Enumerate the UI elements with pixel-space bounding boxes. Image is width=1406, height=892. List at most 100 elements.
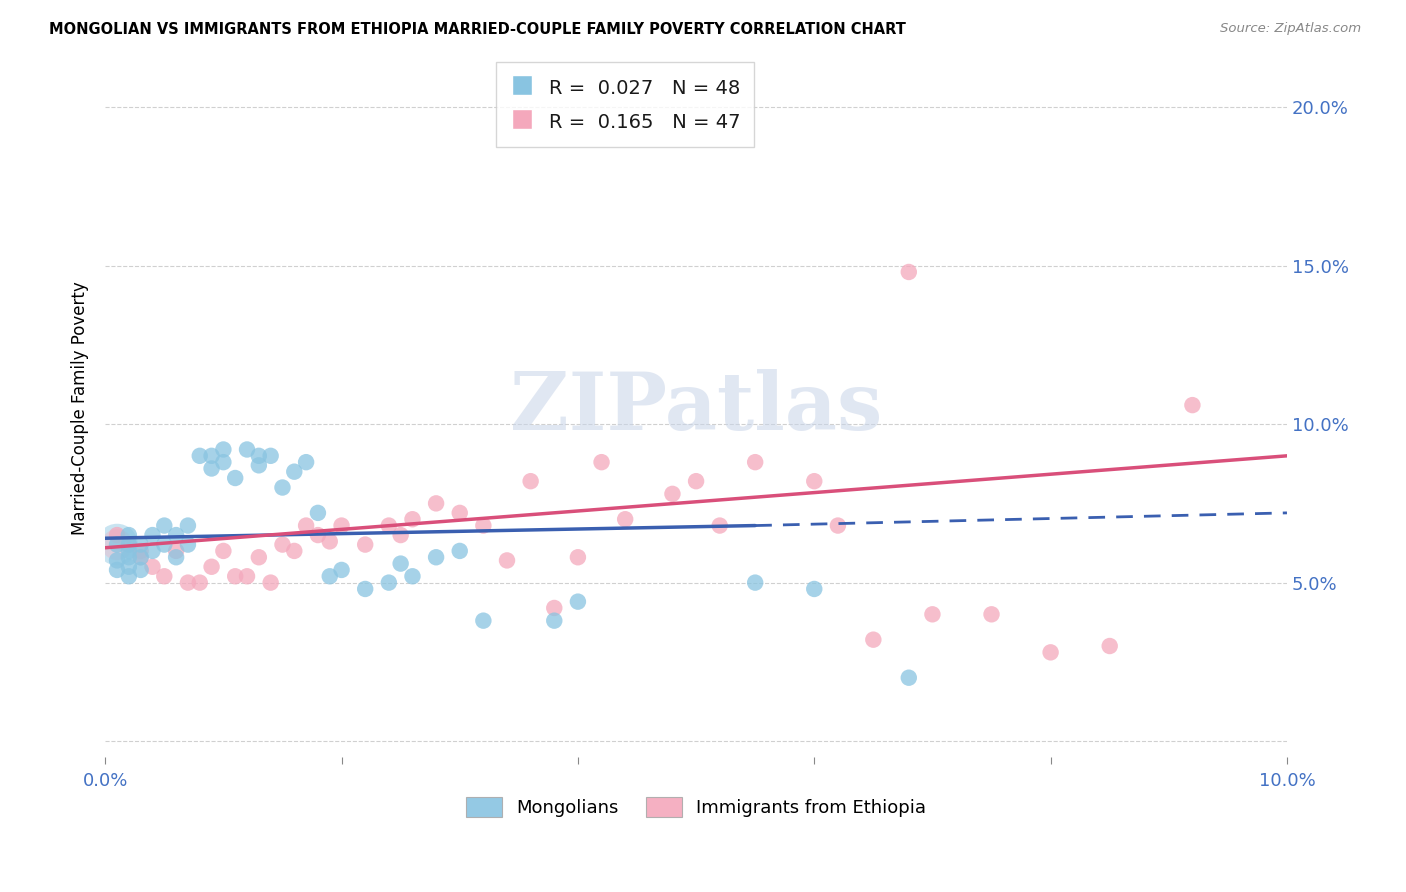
Point xyxy=(827,518,849,533)
Point xyxy=(105,538,128,552)
Point xyxy=(354,582,377,596)
Point xyxy=(129,550,152,565)
Point xyxy=(543,601,565,615)
Text: ZIPatlas: ZIPatlas xyxy=(510,369,882,447)
Point xyxy=(141,528,163,542)
Point xyxy=(105,528,128,542)
Point xyxy=(354,538,377,552)
Point xyxy=(129,538,152,552)
Text: Source: ZipAtlas.com: Source: ZipAtlas.com xyxy=(1220,22,1361,36)
Point xyxy=(307,528,329,542)
Point xyxy=(129,563,152,577)
Point xyxy=(295,455,318,469)
Point xyxy=(614,512,637,526)
Point xyxy=(200,449,222,463)
Point xyxy=(129,544,152,558)
Point xyxy=(129,550,152,565)
Point xyxy=(330,563,353,577)
Point xyxy=(661,487,683,501)
Point xyxy=(567,594,589,608)
Point xyxy=(105,538,128,552)
Point xyxy=(247,458,270,473)
Point xyxy=(319,534,342,549)
Point xyxy=(1098,639,1121,653)
Point xyxy=(200,461,222,475)
Point xyxy=(591,455,613,469)
Point xyxy=(744,575,766,590)
Point xyxy=(177,575,200,590)
Point xyxy=(260,575,283,590)
Point xyxy=(425,550,447,565)
Point xyxy=(307,506,329,520)
Point xyxy=(496,553,519,567)
Point xyxy=(188,449,211,463)
Point xyxy=(401,569,423,583)
Y-axis label: Married-Couple Family Poverty: Married-Couple Family Poverty xyxy=(72,281,89,535)
Point xyxy=(141,544,163,558)
Point xyxy=(118,538,141,552)
Point xyxy=(283,544,305,558)
Point xyxy=(105,538,128,552)
Point xyxy=(271,538,294,552)
Point xyxy=(685,474,707,488)
Point xyxy=(141,559,163,574)
Point xyxy=(224,569,246,583)
Text: MONGOLIAN VS IMMIGRANTS FROM ETHIOPIA MARRIED-COUPLE FAMILY POVERTY CORRELATION : MONGOLIAN VS IMMIGRANTS FROM ETHIOPIA MA… xyxy=(49,22,905,37)
Point xyxy=(153,538,176,552)
Point xyxy=(709,518,731,533)
Point xyxy=(212,544,235,558)
Point xyxy=(378,518,401,533)
Point xyxy=(177,518,200,533)
Legend: Mongolians, Immigrants from Ethiopia: Mongolians, Immigrants from Ethiopia xyxy=(458,789,934,824)
Point xyxy=(105,553,128,567)
Point xyxy=(212,442,235,457)
Point xyxy=(118,559,141,574)
Point xyxy=(980,607,1002,622)
Point xyxy=(1181,398,1204,412)
Point xyxy=(897,265,920,279)
Point xyxy=(401,512,423,526)
Point xyxy=(118,569,141,583)
Point xyxy=(449,544,471,558)
Point xyxy=(921,607,943,622)
Point xyxy=(236,442,259,457)
Point xyxy=(449,506,471,520)
Point xyxy=(188,575,211,590)
Point xyxy=(247,449,270,463)
Point xyxy=(295,518,318,533)
Point xyxy=(283,465,305,479)
Point xyxy=(200,559,222,574)
Point xyxy=(472,518,495,533)
Point xyxy=(165,544,187,558)
Point xyxy=(177,538,200,552)
Point xyxy=(260,449,283,463)
Point xyxy=(247,550,270,565)
Point xyxy=(153,569,176,583)
Point xyxy=(803,582,825,596)
Point xyxy=(803,474,825,488)
Point xyxy=(212,455,235,469)
Point xyxy=(271,481,294,495)
Point xyxy=(1039,645,1062,659)
Point xyxy=(153,518,176,533)
Point xyxy=(425,496,447,510)
Point xyxy=(330,518,353,533)
Point xyxy=(744,455,766,469)
Point xyxy=(105,563,128,577)
Point xyxy=(389,557,412,571)
Point xyxy=(543,614,565,628)
Point xyxy=(567,550,589,565)
Point xyxy=(897,671,920,685)
Point xyxy=(319,569,342,583)
Point xyxy=(224,471,246,485)
Point xyxy=(862,632,884,647)
Point xyxy=(389,528,412,542)
Point xyxy=(165,550,187,565)
Point xyxy=(118,538,141,552)
Point xyxy=(472,614,495,628)
Point xyxy=(236,569,259,583)
Point xyxy=(519,474,541,488)
Point xyxy=(118,528,141,542)
Point xyxy=(165,528,187,542)
Point xyxy=(118,550,141,565)
